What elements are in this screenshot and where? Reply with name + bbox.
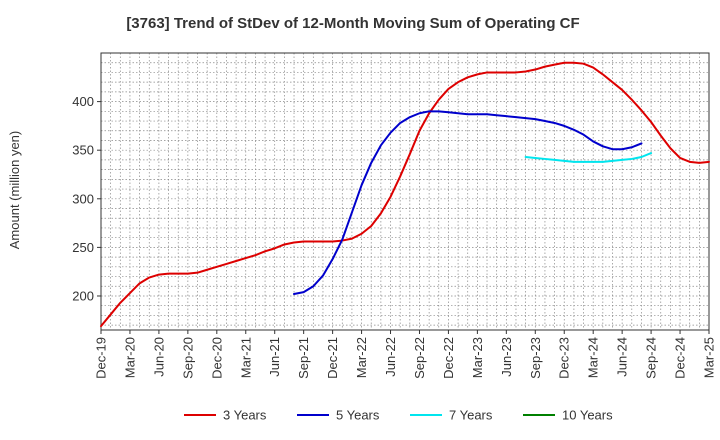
y-tick-label: 400	[72, 94, 94, 109]
x-tick-label: Sep-23	[528, 337, 543, 379]
x-tick-label: Jun-23	[499, 337, 514, 377]
legend-label: 3 Years	[223, 408, 267, 423]
series-line-7-years	[524, 152, 653, 163]
legend: 3 Years 5 Years 7 Years 10 Years	[184, 408, 613, 423]
x-tick-label: Sep-20	[180, 337, 195, 379]
y-axis-ticks: 200 250 300 350 400	[72, 94, 101, 303]
plot-area	[100, 52, 710, 331]
y-tick-label: 250	[72, 240, 94, 255]
x-tick-label: Sep-21	[296, 337, 311, 379]
x-tick-label: Mar-21	[238, 337, 253, 378]
legend-label: 5 Years	[336, 408, 380, 423]
chart-title: [3763] Trend of StDev of 12-Month Moving…	[126, 15, 579, 32]
x-axis-ticks: Dec-19 Mar-20 Jun-20 Sep-20 Dec-20 Mar-21 Jun-…	[94, 330, 717, 379]
x-tick-label: Mar-23	[470, 337, 485, 378]
gridlines	[101, 52, 709, 330]
x-tick-label: Mar-20	[122, 337, 137, 378]
y-tick-label: 200	[72, 288, 94, 303]
x-tick-label: Jun-21	[267, 337, 282, 377]
x-tick-label: Dec-24	[673, 337, 688, 379]
x-tick-label: Mar-24	[586, 337, 601, 378]
x-tick-label: Sep-22	[412, 337, 427, 379]
series-line-5-years	[293, 110, 643, 296]
x-tick-label: Dec-19	[94, 337, 109, 379]
y-tick-label: 350	[72, 143, 94, 158]
x-tick-label: Dec-23	[557, 337, 572, 379]
x-tick-label: Dec-22	[441, 337, 456, 379]
x-tick-label: Mar-22	[354, 337, 369, 378]
series-lines	[100, 61, 710, 328]
x-tick-label: Dec-21	[325, 337, 340, 379]
series-line-3-years	[100, 61, 710, 328]
x-tick-label: Mar-25	[702, 337, 717, 378]
x-tick-label: Jun-20	[151, 337, 166, 377]
x-tick-label: Sep-24	[644, 337, 659, 379]
legend-label: 10 Years	[562, 408, 613, 423]
y-axis-label: Amount (million yen)	[7, 131, 22, 250]
legend-label: 7 Years	[449, 408, 493, 423]
x-tick-label: Dec-20	[209, 337, 224, 379]
x-tick-label: Jun-22	[383, 337, 398, 377]
y-tick-label: 300	[72, 191, 94, 206]
x-tick-label: Jun-24	[615, 337, 630, 377]
